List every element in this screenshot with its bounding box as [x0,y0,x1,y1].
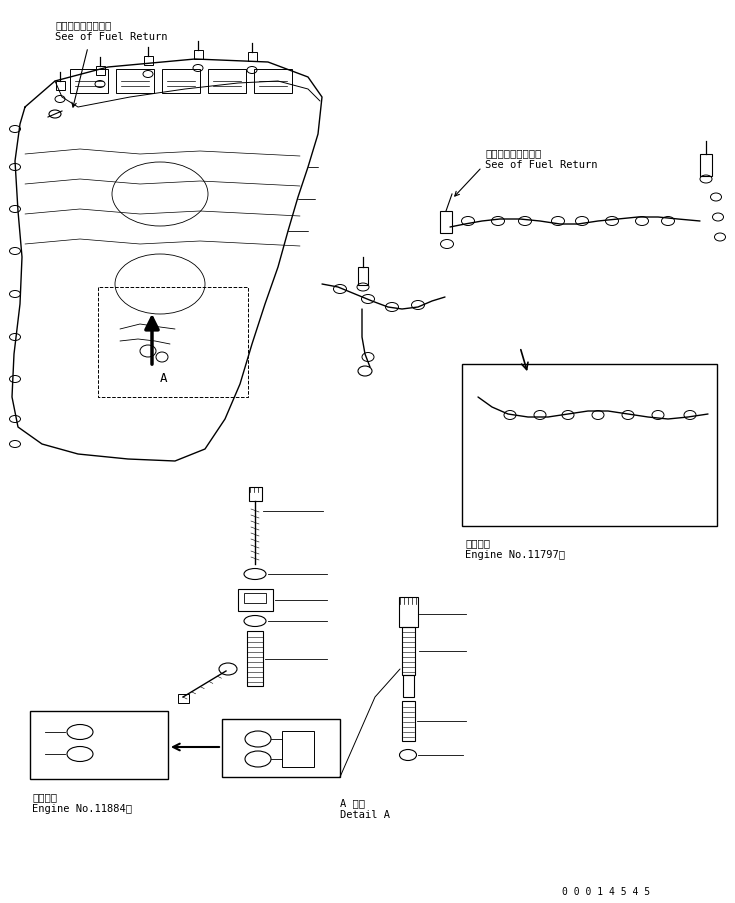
Bar [178,694,189,703]
Bar [462,365,717,526]
Bar [403,675,414,697]
Bar [248,53,257,62]
Bar [208,70,246,94]
Text: A 詳細: A 詳細 [340,797,365,807]
Bar [144,57,153,66]
Bar [249,488,262,501]
Bar [358,267,368,285]
Bar [238,590,273,611]
Text: 適用号機: 適用号機 [465,537,490,547]
Bar [222,719,340,777]
Bar [96,67,105,76]
Text: 適用号機: 適用号機 [32,791,57,801]
Bar [116,70,154,94]
Bar [247,631,263,686]
Text: A: A [160,372,168,385]
Bar [56,82,65,91]
Bar [700,154,712,177]
Bar [440,212,452,234]
Text: Engine No.11884～: Engine No.11884～ [32,803,132,813]
Text: 0 0 0 1 4 5 4 5: 0 0 0 1 4 5 4 5 [562,886,650,896]
Text: Engine No.11797～: Engine No.11797～ [465,549,565,559]
Bar [30,712,168,779]
Text: Detail A: Detail A [340,809,390,819]
Text: フェルリターン参照: フェルリターン参照 [485,148,541,158]
Bar [402,702,415,741]
Bar [162,70,200,94]
Bar [282,731,314,768]
Bar [254,70,292,94]
Bar [399,598,418,628]
Text: See of Fuel Return: See of Fuel Return [55,32,168,42]
Text: See of Fuel Return: See of Fuel Return [485,160,598,170]
Bar [402,628,415,675]
Bar [244,593,266,603]
Text: フェルリターン参照: フェルリターン参照 [55,20,111,30]
Bar [194,51,203,60]
Bar [70,70,108,94]
